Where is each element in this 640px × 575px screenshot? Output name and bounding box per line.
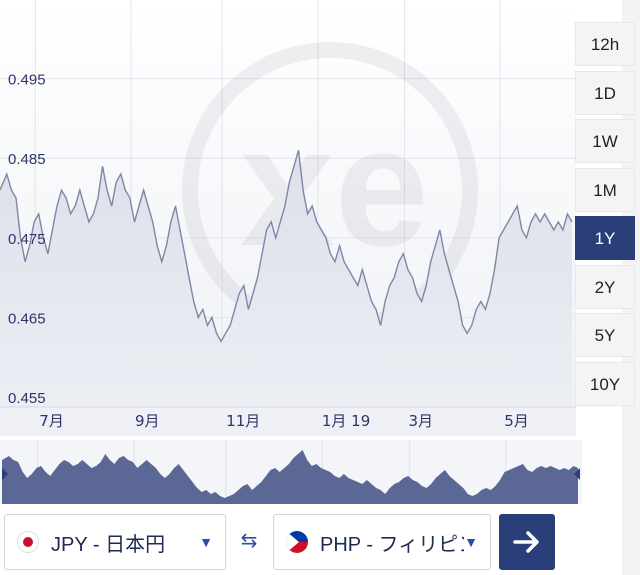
from-currency-label: JPY - 日本円: [51, 533, 166, 556]
period-button-2y[interactable]: 2Y: [575, 264, 635, 309]
y-tick-label: 0.455: [8, 390, 46, 407]
y-tick-label: 0.485: [8, 151, 46, 168]
navigator-handle-right-icon[interactable]: [574, 468, 580, 480]
rate-area-fill: [0, 150, 572, 408]
period-button-1d[interactable]: 1D: [575, 70, 635, 115]
x-tick-label: 5月: [504, 412, 529, 430]
y-tick-label: 0.465: [8, 310, 46, 327]
jp-flag-icon: [17, 531, 39, 553]
from-currency-select[interactable]: JPY - 日本円 ▼: [4, 514, 226, 570]
period-button-1y[interactable]: 1Y: [575, 216, 635, 260]
y-axis-labels: 0.495 0.485 0.475 0.465 0.455: [8, 72, 46, 407]
swap-currencies-icon[interactable]: ⇆: [240, 530, 258, 552]
period-button-10y[interactable]: 10Y: [575, 361, 635, 406]
x-tick-label: 7月: [39, 412, 64, 430]
period-selector: 12h 1D 1W 1M 1Y 2Y 5Y 10Y: [575, 22, 635, 410]
x-tick-label: 1月 19: [322, 412, 370, 430]
chevron-down-icon: ▼: [464, 534, 478, 550]
period-button-12h[interactable]: 12h: [575, 22, 635, 66]
x-tick-label: 3月: [408, 412, 433, 430]
ph-flag-icon: [286, 531, 308, 553]
x-tick-label: 9月: [135, 412, 160, 430]
arrow-right-icon: [513, 531, 539, 553]
y-tick-label: 0.475: [8, 231, 46, 248]
navigator-area: [2, 450, 578, 504]
navigator-strip[interactable]: [0, 440, 582, 504]
navigator-handle-left-icon[interactable]: [2, 468, 8, 480]
x-axis-labels: 7月 9月 11月 1月 19 3月 5月: [39, 412, 528, 430]
convert-button[interactable]: [499, 514, 555, 570]
chevron-down-icon: ▼: [199, 534, 213, 550]
x-tick-label: 11月: [226, 412, 260, 430]
to-currency-select[interactable]: PHP - フィリピン ▼: [273, 514, 491, 570]
rate-line: [0, 150, 573, 343]
y-tick-label: 0.495: [8, 72, 46, 89]
to-currency-label: PHP - フィリピン: [320, 533, 465, 556]
period-button-1w[interactable]: 1W: [575, 119, 635, 163]
period-button-1m[interactable]: 1M: [575, 167, 635, 212]
period-button-5y[interactable]: 5Y: [575, 313, 635, 357]
